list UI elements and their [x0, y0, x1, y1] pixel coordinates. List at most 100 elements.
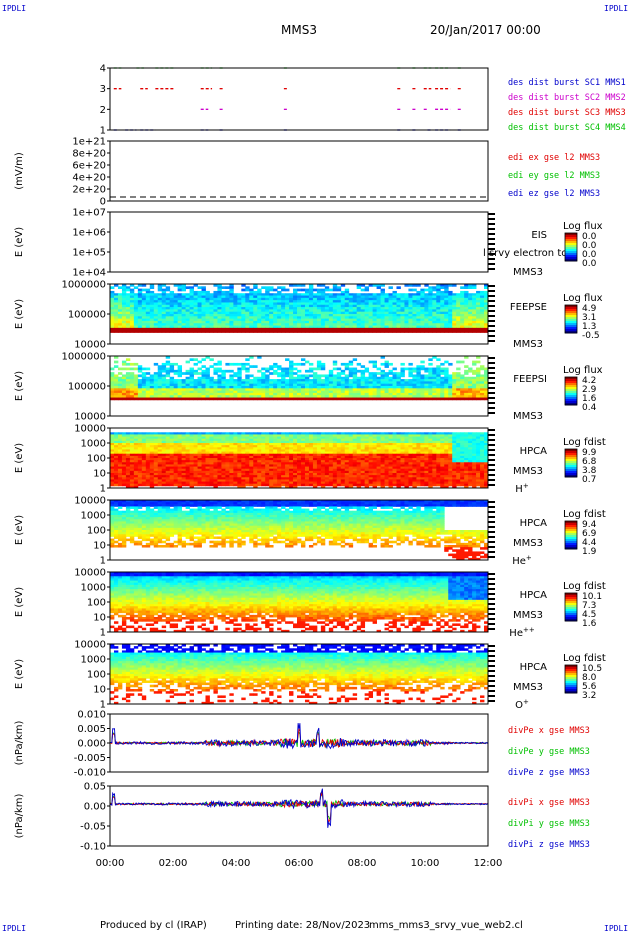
pixel — [265, 374, 270, 378]
pixel — [177, 388, 183, 392]
pixel — [277, 440, 282, 444]
pixel — [237, 320, 242, 324]
pixel — [225, 462, 230, 465]
pixel — [376, 432, 381, 435]
pixel — [205, 455, 210, 459]
pixel — [121, 436, 127, 440]
pixel — [408, 397, 413, 401]
pixel — [121, 453, 127, 457]
pixel — [440, 304, 445, 308]
pixel — [300, 379, 306, 382]
pixel — [157, 436, 163, 440]
pixel — [436, 323, 441, 326]
pixel — [293, 325, 298, 329]
pixel — [229, 460, 234, 463]
pixel — [145, 445, 151, 448]
pixel — [281, 318, 286, 322]
pixel — [281, 325, 286, 329]
pixel — [304, 397, 310, 401]
pixel — [380, 460, 385, 463]
pixel — [448, 432, 453, 435]
pixel — [320, 365, 326, 368]
pixel — [392, 327, 397, 331]
ytick-label: 4e+20 — [72, 173, 106, 184]
pixel — [241, 367, 246, 371]
pixel — [241, 434, 246, 437]
pixel — [133, 458, 139, 461]
pixel — [133, 300, 139, 303]
pixel — [440, 318, 445, 322]
pixel — [352, 304, 358, 308]
pixel — [320, 302, 326, 306]
pixel — [364, 302, 370, 306]
pixel — [225, 297, 230, 301]
pixel — [368, 325, 374, 329]
pixel — [233, 440, 238, 444]
pixel — [400, 392, 405, 396]
pixel — [436, 390, 441, 394]
pixel — [261, 372, 266, 375]
pixel — [416, 369, 421, 373]
pixel — [117, 392, 123, 396]
pixel — [420, 367, 425, 371]
pixel — [336, 286, 342, 290]
pixel — [289, 432, 294, 435]
pixel — [137, 379, 143, 382]
pixel — [169, 453, 175, 457]
pixel — [265, 460, 270, 463]
pixel — [444, 374, 449, 378]
pixel — [392, 330, 397, 333]
pixel — [428, 464, 433, 467]
pixel — [129, 300, 135, 303]
pixel — [249, 447, 254, 450]
pixel — [110, 327, 115, 331]
pixel — [285, 300, 290, 303]
pixel — [217, 390, 222, 394]
pixel — [165, 460, 171, 463]
pixel — [261, 432, 266, 435]
pixel — [408, 436, 413, 440]
pixel — [444, 307, 449, 310]
pixel — [376, 372, 381, 375]
pixel — [153, 314, 159, 317]
pixel — [328, 297, 334, 301]
pixel — [185, 462, 190, 465]
pixel — [316, 390, 322, 394]
pixel — [404, 367, 409, 371]
pixel — [153, 327, 159, 331]
pixel — [468, 458, 473, 461]
pixel — [464, 286, 469, 290]
pixel — [340, 318, 346, 322]
pixel — [269, 307, 274, 310]
pixel — [221, 445, 226, 448]
pixel — [229, 369, 234, 373]
pixel — [285, 388, 290, 392]
pixel — [328, 304, 334, 308]
pixel — [297, 447, 302, 450]
pixel — [320, 390, 326, 394]
pixel — [456, 302, 461, 306]
pixel — [157, 293, 163, 296]
pixel — [424, 390, 429, 394]
pixel — [316, 293, 322, 296]
pixel — [281, 311, 286, 315]
pixel — [340, 297, 346, 301]
pixel — [356, 453, 362, 457]
pixel — [484, 367, 489, 371]
pixel — [121, 386, 127, 389]
pixel — [412, 327, 417, 331]
pixel — [121, 432, 127, 435]
pixel — [380, 453, 385, 457]
pixel — [217, 297, 222, 301]
pixel — [110, 464, 115, 467]
pixel — [141, 314, 147, 317]
pixel — [273, 309, 278, 313]
pixel — [444, 460, 449, 463]
pixel — [460, 455, 465, 459]
pixel — [245, 374, 250, 378]
pixel — [388, 372, 393, 375]
pixel — [424, 314, 429, 317]
pixel — [328, 434, 334, 437]
pixel — [181, 295, 186, 299]
pixel — [452, 314, 457, 317]
